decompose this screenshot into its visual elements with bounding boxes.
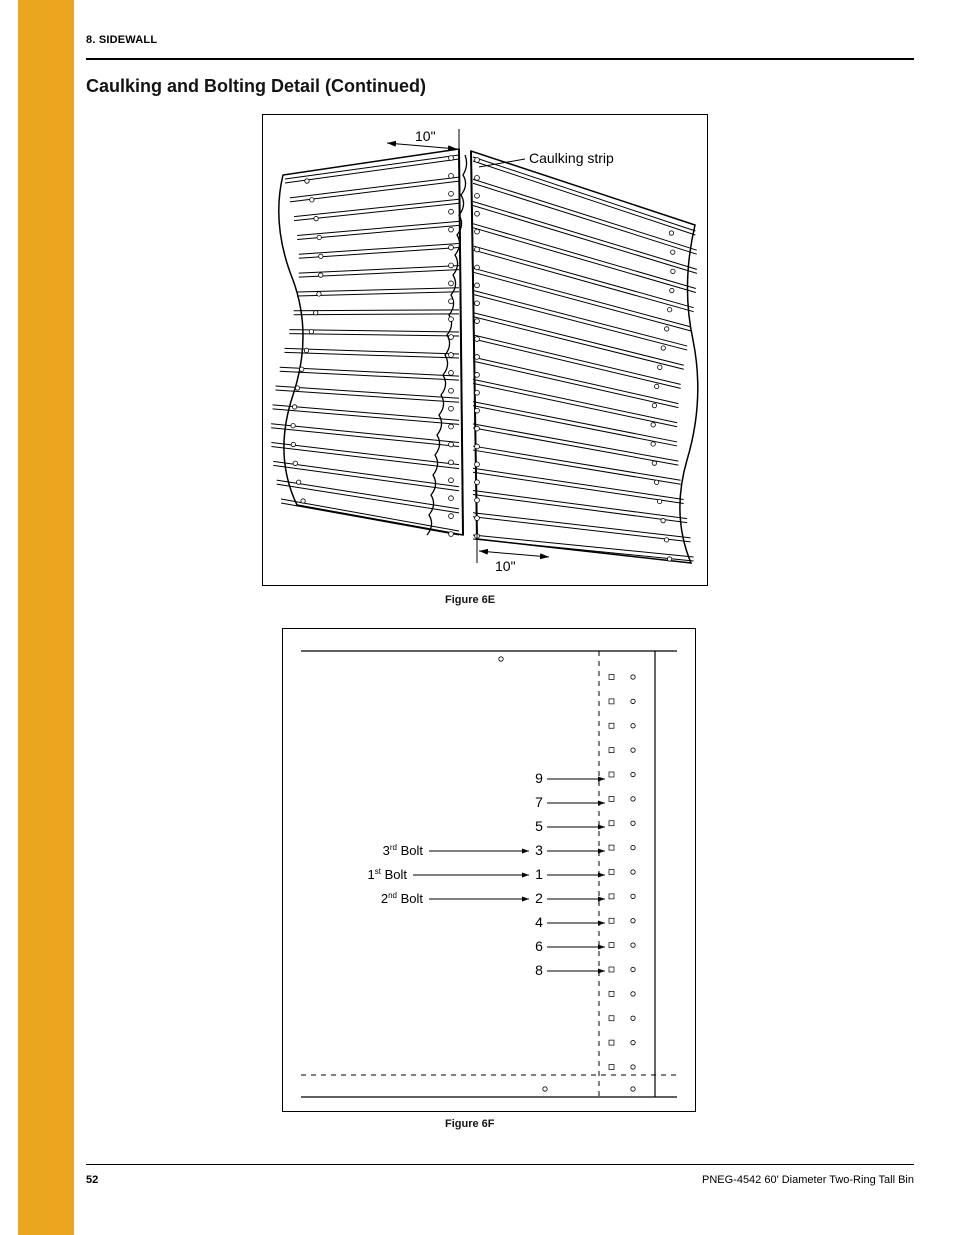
- corner-hole-top: [499, 657, 503, 661]
- caulking-label: Caulking strip: [529, 150, 614, 166]
- header-rule: [86, 58, 914, 60]
- page: 8. SIDEWALL Caulking and Bolting Detail …: [0, 0, 954, 1235]
- footer-rule: [86, 1164, 914, 1165]
- figure-6f-svg: 9 7 5 3 1 2 4 6 8 3rd Bolt 1st Bolt 2nd Bolt: [283, 629, 695, 1111]
- dim-bottom-label: 10": [495, 558, 516, 574]
- corner-hole-bot2: [631, 1087, 635, 1091]
- figure-6f: 9 7 5 3 1 2 4 6 8 3rd Bolt 1st Bolt 2nd Bolt: [282, 628, 696, 1112]
- svg-text:7: 7: [535, 794, 543, 810]
- svg-text:4: 4: [535, 914, 543, 930]
- bolt-sequence: 9 7 5 3 1 2 4 6 8: [535, 770, 605, 978]
- svg-text:6: 6: [535, 938, 543, 954]
- dim-top-label: 10": [415, 128, 436, 144]
- doc-id: PNEG-4542 60' Diameter Two-Ring Tall Bin: [702, 1174, 914, 1186]
- left-sheet-outline: [279, 149, 463, 535]
- label-2nd: 2nd Bolt: [381, 891, 424, 906]
- figure-6e-svg: 10" 10" Caulking strip: [263, 115, 707, 585]
- svg-text:9: 9: [535, 770, 543, 786]
- sidebar-gold: [18, 0, 74, 1235]
- page-number: 52: [86, 1174, 98, 1186]
- continued-heading: Caulking and Bolting Detail (Continued): [86, 76, 426, 97]
- corner-hole-bot: [543, 1087, 547, 1091]
- section-title: 8. SIDEWALL: [86, 34, 157, 46]
- header: 8. SIDEWALL: [86, 30, 914, 48]
- figure-6f-caption: Figure 6F: [445, 1118, 495, 1130]
- svg-text:2: 2: [535, 890, 543, 906]
- label-1st: 1st Bolt: [368, 867, 408, 882]
- fig6f-holes: [609, 675, 635, 1070]
- figure-6e-caption: Figure 6E: [445, 594, 495, 606]
- bolt-name-labels: 3rd Bolt 1st Bolt 2nd Bolt: [368, 843, 529, 906]
- svg-text:3: 3: [535, 842, 543, 858]
- right-sheet-outline: [471, 151, 698, 563]
- svg-text:1: 1: [535, 866, 543, 882]
- figure-6e: 10" 10" Caulking strip: [262, 114, 708, 586]
- svg-text:5: 5: [535, 818, 543, 834]
- svg-text:8: 8: [535, 962, 543, 978]
- label-3rd: 3rd Bolt: [383, 843, 424, 858]
